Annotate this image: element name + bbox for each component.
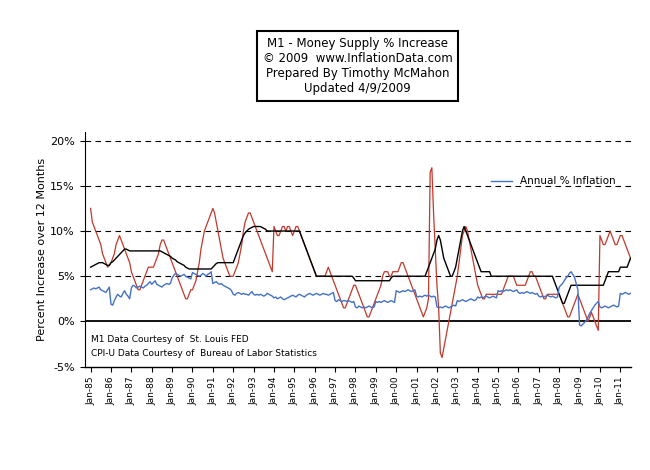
Text: CPI-U Data Courtesy of  Bureau of Labor Statistics: CPI-U Data Courtesy of Bureau of Labor S… <box>90 349 317 358</box>
Legend: Annual % Inflation: Annual % Inflation <box>487 172 620 190</box>
Text: M1 Data Courtesy of  St. Louis FED: M1 Data Courtesy of St. Louis FED <box>90 335 248 344</box>
Y-axis label: Percent Increase over 12 Months: Percent Increase over 12 Months <box>37 157 47 341</box>
Text: M1 - Money Supply % Increase
© 2009  www.InflationData.com
Prepared By Timothy M: M1 - Money Supply % Increase © 2009 www.… <box>263 37 452 95</box>
